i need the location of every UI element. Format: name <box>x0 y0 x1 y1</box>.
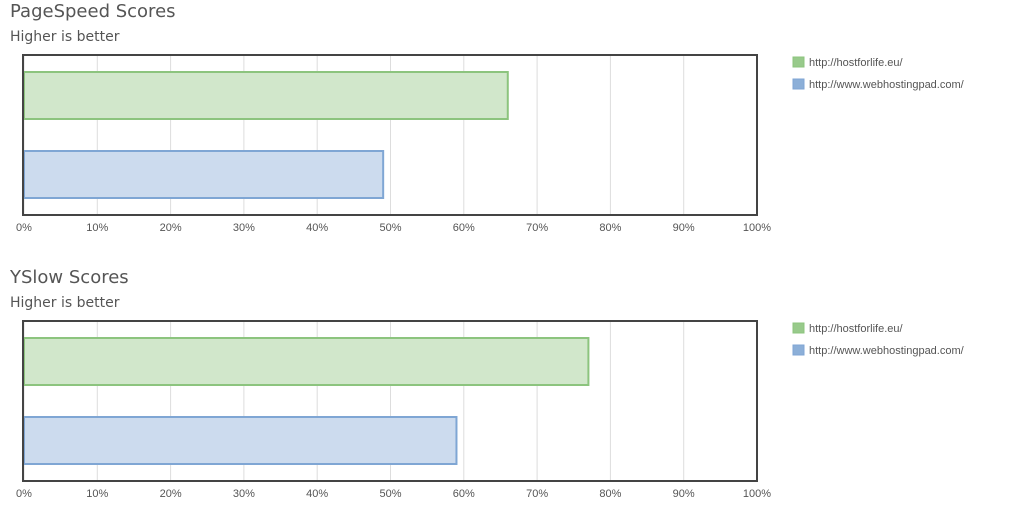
plot-frame <box>22 54 758 216</box>
x-tick-label: 100% <box>743 488 771 500</box>
legend-label: http://www.webhostingpad.com/ <box>809 79 965 91</box>
x-tick-label: 60% <box>453 222 475 234</box>
bar <box>23 416 458 465</box>
chart-title: PageSpeed Scores <box>10 1 176 22</box>
x-tick-label: 20% <box>160 222 182 234</box>
legend-swatch <box>792 322 805 334</box>
x-tick-label: 10% <box>86 222 108 234</box>
bar <box>23 150 385 199</box>
x-tick-label: 50% <box>379 488 401 500</box>
x-tick-label: 40% <box>306 222 328 234</box>
chart-subtitle: Higher is better <box>10 295 120 311</box>
x-tick-label: 60% <box>453 488 475 500</box>
x-tick-label: 20% <box>160 488 182 500</box>
x-tick-label: 80% <box>599 222 621 234</box>
legend-label: http://hostforlife.eu/ <box>809 323 903 335</box>
x-tick-label: 80% <box>599 488 621 500</box>
bar <box>23 71 509 120</box>
chart-subtitle: Higher is better <box>10 29 120 45</box>
x-tick-label: 0% <box>16 488 32 500</box>
x-tick-label: 70% <box>526 488 548 500</box>
legend-swatch <box>792 78 805 90</box>
bar <box>23 337 590 386</box>
x-tick-label: 50% <box>379 222 401 234</box>
x-tick-label: 0% <box>16 222 32 234</box>
x-tick-label: 90% <box>673 222 695 234</box>
x-tick-label: 30% <box>233 222 255 234</box>
legend-swatch <box>792 56 805 68</box>
x-tick-label: 30% <box>233 488 255 500</box>
x-tick-label: 10% <box>86 488 108 500</box>
legend-label: http://hostforlife.eu/ <box>809 57 903 69</box>
x-tick-label: 70% <box>526 222 548 234</box>
x-tick-label: 40% <box>306 488 328 500</box>
legend-swatch <box>792 344 805 356</box>
x-tick-label: 90% <box>673 488 695 500</box>
legend-label: http://www.webhostingpad.com/ <box>809 345 965 357</box>
x-tick-label: 100% <box>743 222 771 234</box>
plot-frame <box>22 320 758 482</box>
chart-title: YSlow Scores <box>9 267 129 288</box>
